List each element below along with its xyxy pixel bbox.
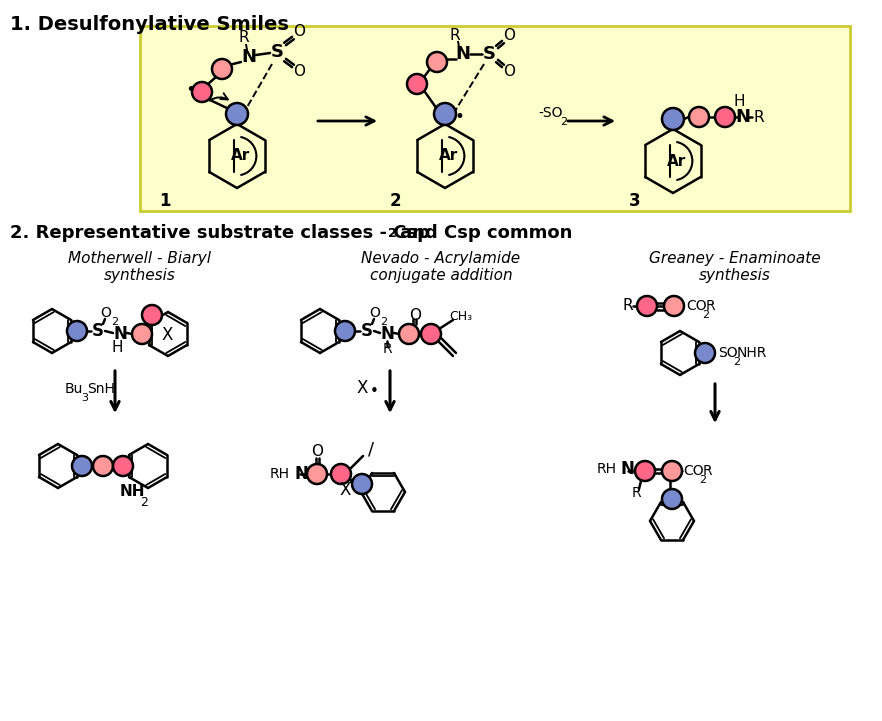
Text: 2: 2 [388,227,397,240]
Circle shape [662,108,684,130]
Text: N: N [620,460,634,478]
Circle shape [335,321,355,341]
Text: 2: 2 [140,496,148,509]
Text: 2: 2 [389,192,400,210]
Circle shape [399,324,419,344]
Circle shape [93,456,113,476]
Text: Nevado - Acrylamide
conjugate addition: Nevado - Acrylamide conjugate addition [362,251,520,283]
Text: S: S [482,45,496,63]
Text: R: R [632,486,641,500]
Circle shape [192,82,212,102]
Text: NHR: NHR [737,346,767,360]
Text: N: N [380,325,394,343]
Text: Motherwell - Biaryl
synthesis: Motherwell - Biaryl synthesis [69,251,212,283]
Text: X: X [356,379,368,397]
Text: R: R [382,342,392,356]
Circle shape [67,321,87,341]
Text: O: O [370,306,380,320]
Circle shape [689,107,709,127]
Text: 3: 3 [81,393,88,403]
Text: O: O [311,445,323,459]
Text: 2. Representative substrate classes - Csp: 2. Representative substrate classes - Cs… [10,224,430,242]
Text: CO: CO [683,464,704,478]
Text: NH: NH [120,485,146,500]
Circle shape [212,59,232,79]
Text: R: R [706,299,715,313]
Text: 2: 2 [560,117,567,127]
Circle shape [664,296,684,316]
Text: SnH: SnH [87,382,115,396]
Text: CH₃: CH₃ [450,309,473,322]
Text: N: N [455,45,470,63]
Text: N: N [736,108,751,126]
Text: -SO: -SO [538,106,563,120]
Circle shape [407,74,427,94]
Circle shape [695,343,715,363]
Text: O: O [293,25,305,40]
Text: •: • [454,108,464,126]
Text: •: • [370,384,378,399]
Text: 3: 3 [629,192,641,210]
Text: /: / [368,440,374,458]
Text: 1. Desulfonylative Smiles: 1. Desulfonylative Smiles [10,15,289,34]
Circle shape [132,324,152,344]
Text: R: R [450,27,460,43]
Text: Ar: Ar [231,149,250,164]
Text: O: O [503,29,515,43]
Circle shape [352,474,372,494]
Circle shape [226,103,248,125]
Text: R: R [239,30,250,45]
Circle shape [142,305,162,325]
Text: R: R [623,298,633,314]
Text: R: R [754,110,765,125]
Circle shape [434,103,456,125]
Text: N: N [294,465,308,483]
Text: H: H [733,94,744,110]
Text: O: O [409,309,421,324]
Text: 2: 2 [702,310,709,320]
Text: Bu: Bu [65,382,84,396]
Text: S: S [92,322,104,340]
FancyBboxPatch shape [140,26,850,211]
Text: O: O [101,306,111,320]
Circle shape [662,461,682,481]
Text: and Csp common: and Csp common [394,224,572,242]
Circle shape [113,456,133,476]
Text: •: • [185,81,197,99]
Text: X: X [161,326,173,344]
Circle shape [72,456,92,476]
Text: RH: RH [597,462,617,476]
Circle shape [421,324,441,344]
Circle shape [637,296,657,316]
Text: 1: 1 [160,192,171,210]
Text: RH: RH [270,467,290,481]
Text: X: X [340,481,351,499]
Text: R: R [703,464,713,478]
Text: Greaney - Enaminoate
synthesis: Greaney - Enaminoate synthesis [649,251,821,283]
Text: N: N [242,48,257,66]
Circle shape [635,461,655,481]
Circle shape [307,464,327,484]
Text: S: S [271,43,283,61]
Text: S: S [361,322,373,340]
Text: 2: 2 [733,357,740,367]
Text: Ar: Ar [439,149,459,164]
Circle shape [662,489,682,509]
FancyArrowPatch shape [209,93,228,100]
Circle shape [715,107,735,127]
Circle shape [427,52,447,72]
Text: CO: CO [686,299,706,313]
Text: H: H [111,340,123,355]
Text: SO: SO [718,346,737,360]
Text: O: O [503,64,515,79]
Text: 2: 2 [111,317,118,327]
Text: N: N [113,325,127,343]
Circle shape [331,464,351,484]
Text: 2: 2 [380,317,387,327]
Text: 2: 2 [699,475,706,485]
Text: O: O [293,64,305,79]
Text: Ar: Ar [668,154,686,169]
